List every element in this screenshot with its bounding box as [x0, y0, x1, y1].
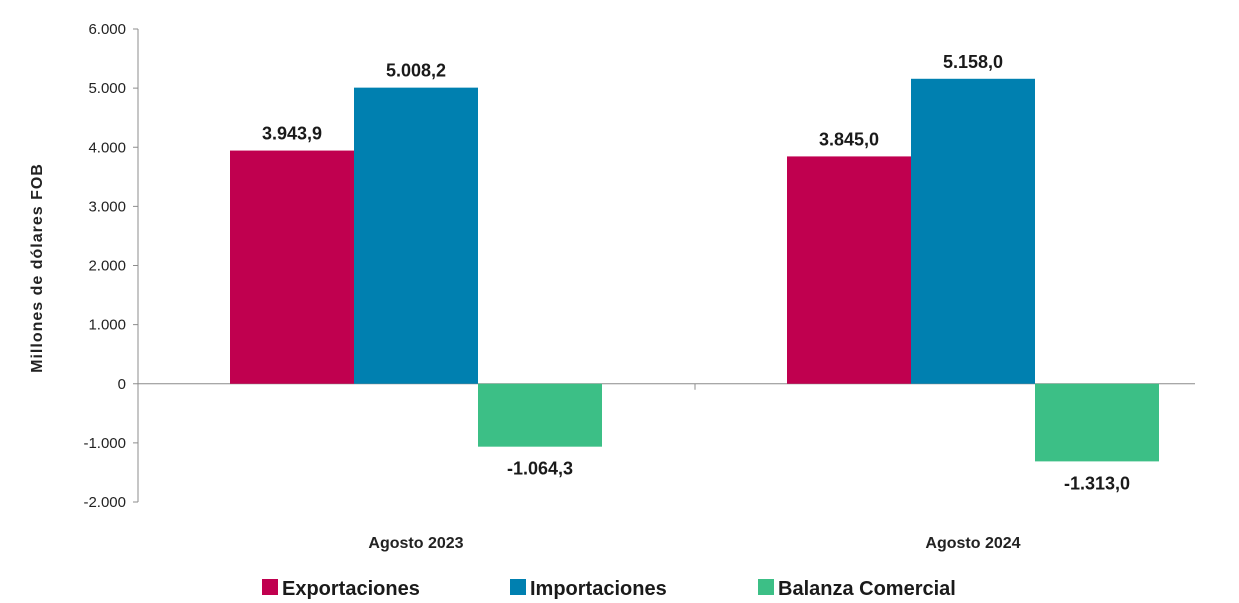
y-tick-label: -2.000 [83, 494, 126, 511]
x-category-label: Agosto 2023 [368, 535, 463, 552]
bar-importaciones [911, 78, 1035, 384]
data-label: 5.008,2 [386, 61, 446, 81]
legend-swatch [262, 579, 278, 595]
data-label: -1.313,0 [1064, 473, 1130, 493]
data-label: 5.158,0 [943, 52, 1003, 72]
y-tick-label: 0 [118, 376, 126, 393]
legend-entry: Exportaciones [282, 578, 420, 600]
bar-exportaciones [230, 150, 354, 384]
x-category-label: Agosto 2024 [925, 535, 1020, 552]
bar-balanza-comercial [1035, 383, 1159, 462]
y-tick-label: 1.000 [88, 317, 126, 334]
bars [230, 78, 1159, 462]
legend-swatch [510, 579, 526, 595]
y-tick-label: 6.000 [88, 21, 126, 38]
data-label: 3.845,0 [819, 129, 879, 149]
y-axis-label: Millones de dólares FOB [29, 163, 46, 373]
legend: Exportaciones Importaciones Balanza Comerc… [262, 578, 956, 600]
bar-balanza-comercial [478, 383, 602, 447]
data-label: 3.943,9 [262, 124, 322, 144]
y-tick-label: 2.000 [88, 258, 126, 275]
bar-exportaciones [787, 156, 911, 384]
y-tick-label: 5.000 [88, 80, 126, 97]
data-labels: 3.943,9 5.008,2 -1.064,3 3.845,0 5.158,0 -1.3… [262, 52, 1130, 494]
legend-entry: Importaciones [530, 578, 667, 600]
legend-entry: Balanza Comercial [778, 578, 956, 600]
y-tick-label: 3.000 [88, 198, 126, 215]
y-tick-label: 4.000 [88, 139, 126, 156]
legend-swatch [758, 579, 774, 595]
data-label: -1.064,3 [507, 459, 573, 479]
y-tick-label: -1.000 [83, 435, 126, 452]
bar-importaciones [354, 87, 478, 384]
